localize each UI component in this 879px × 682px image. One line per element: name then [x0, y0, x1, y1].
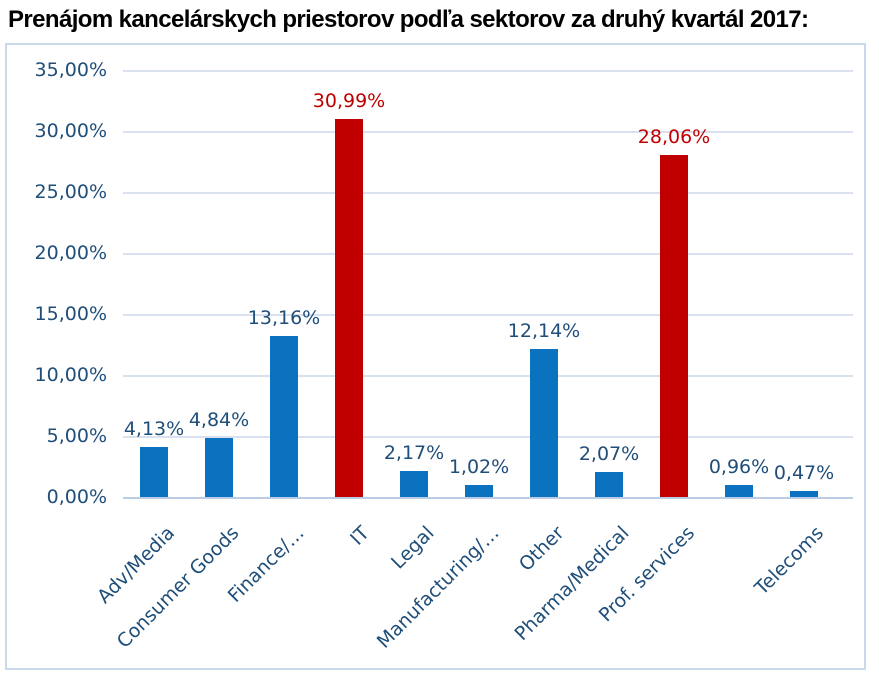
gridline — [123, 70, 853, 72]
gridline — [123, 375, 853, 377]
y-tick-label: 20,00% — [34, 242, 107, 264]
y-tick-label: 0,00% — [46, 486, 107, 508]
bar — [335, 119, 363, 497]
bar-value-label: 1,02% — [448, 456, 510, 478]
bar-value-label: 4,84% — [188, 409, 250, 431]
bar — [140, 447, 168, 497]
bar-value-label: 2,07% — [578, 443, 640, 465]
y-tick-label: 25,00% — [34, 181, 107, 203]
category-label: IT — [345, 522, 374, 550]
gridline — [123, 314, 853, 316]
y-tick-label: 15,00% — [34, 303, 107, 325]
bar-value-label: 2,17% — [383, 442, 445, 464]
bar-value-label: 28,06% — [637, 126, 711, 148]
bar — [465, 485, 493, 497]
bar — [725, 485, 753, 497]
category-label: Legal — [386, 522, 439, 574]
y-tick-label: 5,00% — [46, 425, 107, 447]
gridline — [123, 253, 853, 255]
bar-value-label: 0,96% — [708, 456, 770, 478]
y-tick-label: 30,00% — [34, 120, 107, 142]
bar-value-label: 0,47% — [773, 462, 835, 484]
bar — [595, 472, 623, 497]
bar — [530, 349, 558, 497]
bar-value-label: 12,14% — [507, 320, 581, 342]
y-tick-label: 35,00% — [34, 59, 107, 81]
category-label: Telecoms — [751, 522, 829, 600]
y-tick-label: 10,00% — [34, 364, 107, 386]
category-label: Other — [514, 522, 569, 576]
gridline — [123, 436, 853, 438]
chart-frame: 0,00% 5,00% 10,00% 15,00% 20,00% 25,00% 30,00%… — [5, 43, 866, 670]
bar — [400, 471, 428, 497]
category-label: Pharma/Medical — [510, 522, 634, 646]
bar-value-label: 30,99% — [312, 90, 386, 112]
bar-value-label: 4,13% — [123, 418, 185, 440]
bar — [270, 336, 298, 497]
x-axis-line — [123, 497, 853, 499]
category-label: Manufacturing/… — [372, 522, 504, 653]
bar — [205, 438, 233, 497]
bar — [660, 155, 688, 497]
chart-title: Prenájom kancelárskych priestorov podľa … — [8, 6, 809, 33]
category-label: Consumer Goods — [112, 522, 244, 653]
bar — [790, 491, 818, 497]
gridline — [123, 131, 853, 133]
gridline — [123, 192, 853, 194]
bar-value-label: 13,16% — [247, 307, 321, 329]
